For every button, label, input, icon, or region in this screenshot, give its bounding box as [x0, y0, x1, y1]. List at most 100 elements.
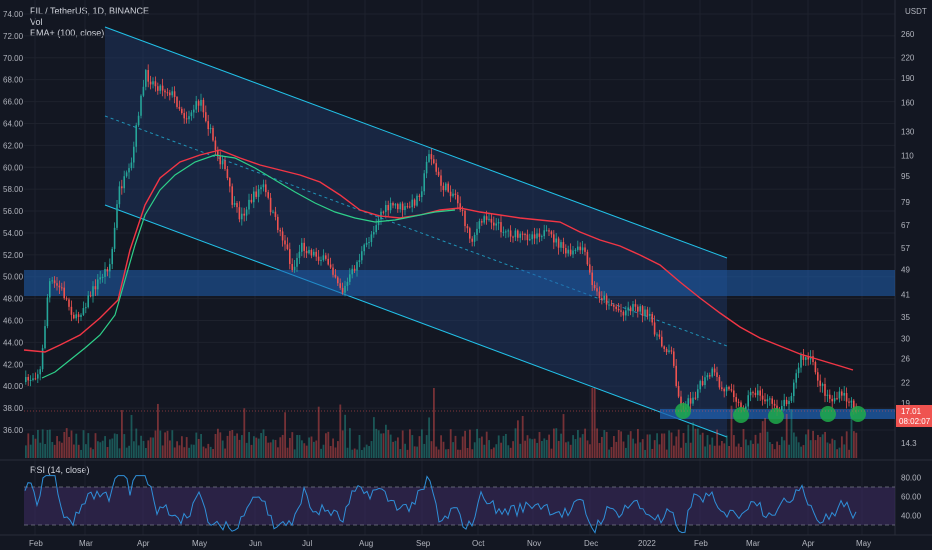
candle-body [361, 251, 363, 261]
candle-body [507, 230, 509, 232]
volume-bar [627, 434, 630, 458]
volume-bar [332, 438, 334, 458]
volume-bar [142, 440, 145, 458]
volume-bar [133, 441, 135, 458]
volume-bar [617, 429, 620, 458]
volume-bar [89, 447, 92, 458]
candle-body [85, 307, 87, 309]
candle-body [53, 280, 56, 284]
last-price-value: 17.01 [901, 407, 922, 416]
volume-bar [526, 435, 529, 458]
candle-body [178, 106, 181, 109]
candle-body [394, 204, 397, 206]
volume-bar [519, 443, 522, 458]
volume-bar [118, 448, 121, 458]
candle-body [517, 230, 519, 238]
candle-body [397, 204, 399, 210]
volume-bar [615, 441, 618, 458]
candle-body [205, 112, 207, 122]
volume-bar [445, 449, 447, 458]
volume-bar [557, 440, 560, 458]
candle-body [137, 115, 140, 126]
volume-bar [447, 449, 450, 458]
candle-body [598, 291, 601, 299]
candle-body [838, 391, 841, 399]
volume-bar [46, 430, 49, 458]
volume-bar [565, 442, 567, 458]
candle-body [622, 311, 625, 316]
volume-bar [195, 432, 198, 458]
volume-bar [260, 433, 262, 458]
candle-body [428, 154, 430, 162]
candle-body [334, 274, 337, 278]
volume-bar [454, 435, 457, 458]
candle-body [125, 172, 128, 177]
volume-bar [65, 428, 68, 458]
volume-bar [596, 428, 598, 458]
volume-bar [413, 446, 416, 458]
left-axis-tick-label: 72.00 [3, 32, 24, 41]
volume-bar [533, 438, 536, 458]
candle-body [577, 246, 579, 250]
volume-bar [205, 448, 207, 458]
volume-bar [253, 436, 255, 458]
volume-bar [430, 441, 433, 458]
candle-body [233, 203, 236, 205]
volume-bar [416, 446, 418, 458]
volume-bar [502, 435, 505, 458]
candle-body [509, 230, 512, 237]
left-axis-tick-label: 46.00 [3, 317, 24, 326]
candle-body [579, 246, 581, 251]
volume-bar [39, 442, 42, 458]
volume-bar [277, 447, 279, 458]
volume-bar [209, 446, 212, 458]
candle-body [471, 238, 473, 242]
volume-bar [106, 447, 109, 458]
volume-bar [387, 429, 390, 458]
candle-body [709, 375, 711, 377]
candle-body [164, 90, 166, 93]
volume-bar [514, 428, 517, 458]
volume-bar [605, 431, 608, 458]
volume-bar [675, 436, 678, 458]
candle-body [776, 405, 778, 411]
volume-bar [269, 442, 272, 458]
volume-bar [365, 444, 368, 458]
candle-body [464, 210, 466, 227]
candle-body [279, 229, 281, 232]
candle-body [128, 168, 130, 173]
candle-body [605, 295, 608, 305]
volume-bar [113, 433, 116, 458]
volume-bar [373, 417, 375, 458]
volume-bar [80, 449, 82, 458]
volume-bar [838, 447, 841, 458]
ema-green-segment [41, 154, 456, 379]
left-axis-tick-label: 44.00 [3, 338, 24, 347]
candle-body [133, 146, 135, 163]
candle-body [536, 233, 538, 239]
volume-bar [77, 444, 80, 458]
candle-body [668, 350, 670, 353]
volume-bar [478, 438, 481, 458]
volume-bar [442, 441, 445, 458]
volume-bar [800, 446, 802, 458]
candle-body [344, 285, 346, 293]
volume-bar [853, 431, 855, 458]
candle-body [771, 398, 773, 404]
candle-body [123, 176, 125, 189]
volume-bar [773, 449, 776, 458]
candle-body [567, 249, 569, 254]
volume-bar [668, 430, 670, 458]
volume-bar [747, 445, 750, 458]
candle-body [73, 314, 75, 319]
candle-body [353, 268, 356, 271]
candle-body [730, 389, 733, 391]
candle-body [560, 242, 562, 248]
candle-body [207, 121, 209, 130]
volume-bar [488, 440, 490, 458]
candle-body [824, 383, 826, 396]
volume-bar [241, 435, 243, 458]
volume-bar [440, 435, 442, 458]
volume-bar [824, 431, 826, 458]
